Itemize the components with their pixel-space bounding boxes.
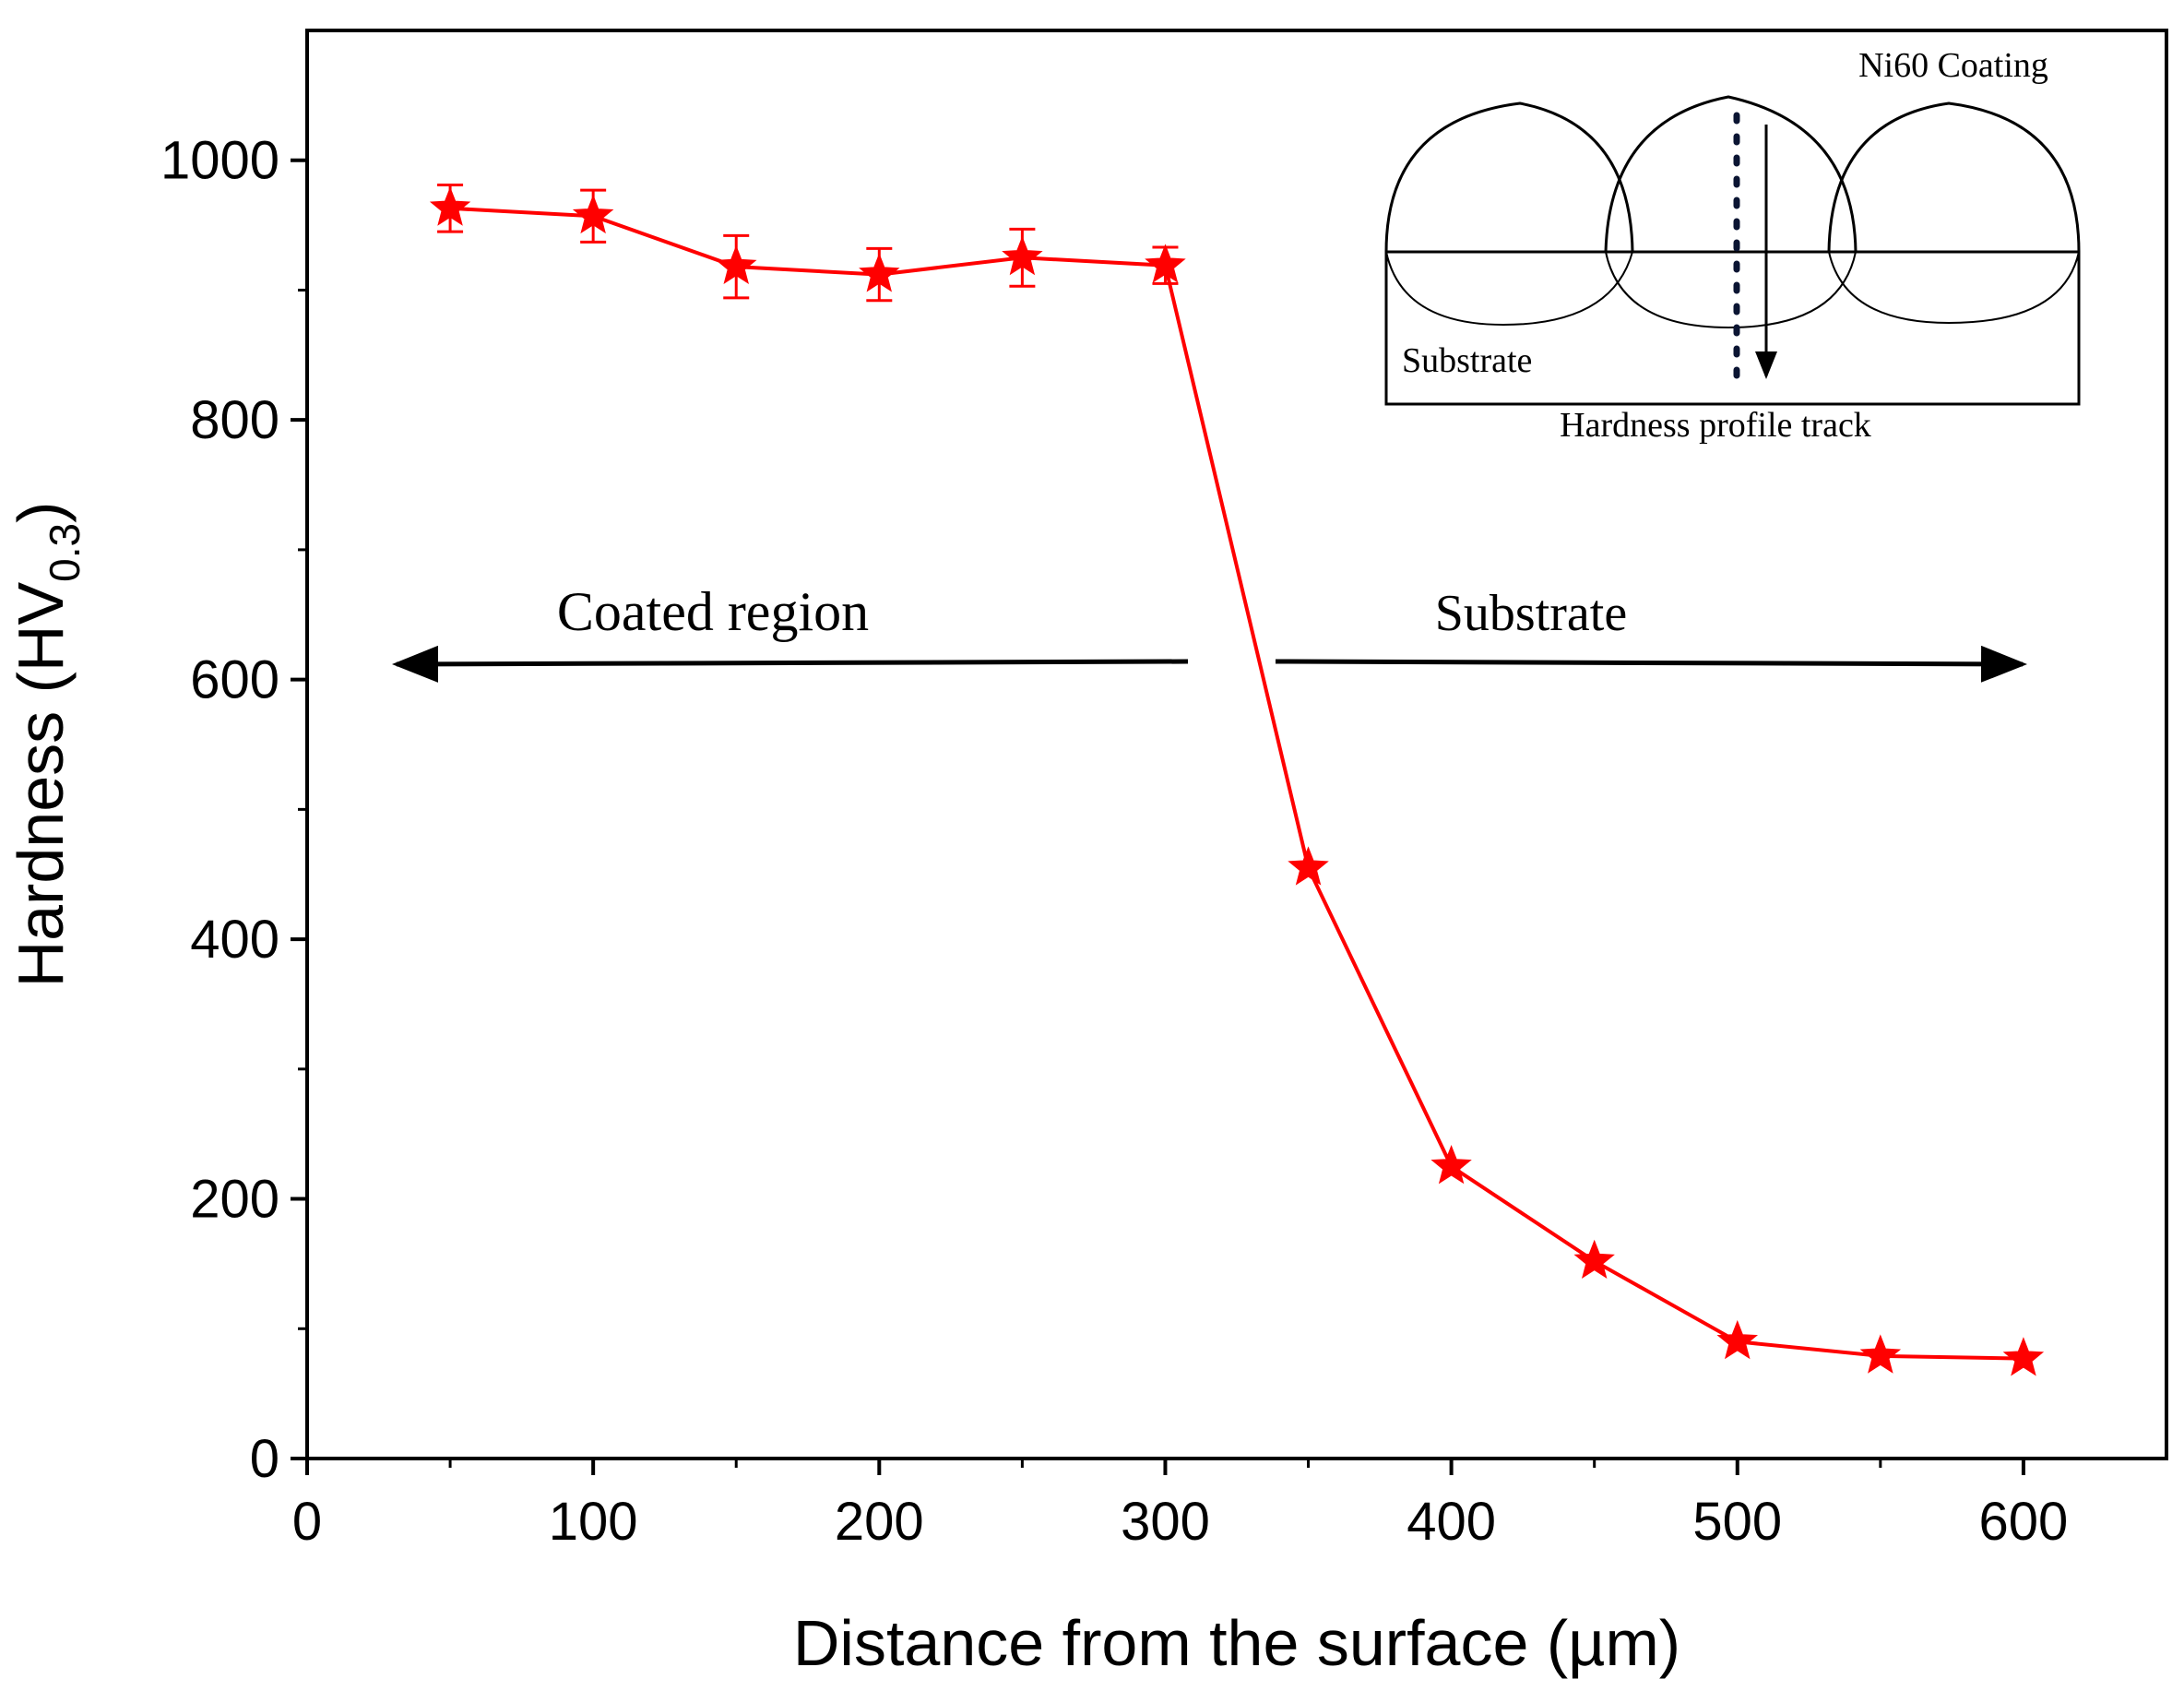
data-point-star xyxy=(1859,1334,1902,1374)
axes: 0 100 200 300 400 500 600 0 200 400 600 800 1000 xyxy=(160,131,2068,1552)
y-tick-label: 400 xyxy=(190,910,279,970)
inset-fusion-left xyxy=(1385,251,1633,327)
substrate-region-label: Substrate xyxy=(1435,585,1627,642)
data-point-star xyxy=(1002,235,1043,276)
data-point-star xyxy=(1430,1145,1472,1185)
inset-fusion-right xyxy=(1828,251,2080,325)
inset-substrate-box xyxy=(1384,250,2081,406)
data-series xyxy=(429,183,2045,1376)
data-point-star xyxy=(1288,846,1329,886)
inset-bead-center xyxy=(1604,95,1858,253)
inset-substrate-label: Substrate xyxy=(1402,341,1532,380)
inset-bead-right xyxy=(1827,101,2081,253)
x-tick-label: 600 xyxy=(1979,1492,2069,1552)
y-tick-label: 1000 xyxy=(160,131,279,191)
inset-bead-left xyxy=(1384,101,1634,253)
inset-schematic: Ni60 Coating Substrate Hardness profile … xyxy=(1384,46,2081,445)
y-axis-title-main: Hardness (HV xyxy=(5,582,77,988)
data-point-star xyxy=(572,194,614,234)
x-axis-title: Distance from the surface (µm) xyxy=(793,1607,1680,1679)
plot-frame xyxy=(305,29,2168,1460)
y-tick-label: 800 xyxy=(190,390,279,450)
data-point-star xyxy=(1573,1239,1615,1280)
data-point-star xyxy=(429,186,471,226)
coated-region-label: Coated region xyxy=(557,581,869,642)
data-point-star xyxy=(2002,1337,2045,1376)
y-tick-label: 200 xyxy=(190,1170,279,1230)
y-tick-label: 600 xyxy=(190,650,279,710)
y-axis-title-close: ) xyxy=(5,502,77,523)
substrate-region-arrow xyxy=(1275,645,2027,683)
y-tick-label: 0 xyxy=(250,1429,279,1489)
y-axis-title-sub: 0.3 xyxy=(41,523,89,582)
x-tick-label: 300 xyxy=(1121,1492,1210,1552)
data-point-star xyxy=(1716,1319,1759,1360)
y-axis-title: Hardness (HV0.3) xyxy=(5,502,89,988)
series-line xyxy=(449,206,2024,1361)
data-point-star xyxy=(715,244,757,285)
inset-track-label: Hardness profile track xyxy=(1560,406,1871,445)
coated-region-arrow xyxy=(392,645,1189,683)
x-tick-label: 100 xyxy=(549,1492,638,1552)
x-tick-label: 500 xyxy=(1692,1492,1782,1552)
minor-ticks xyxy=(298,288,1882,1468)
data-point-star xyxy=(1145,244,1186,283)
x-tick-label: 200 xyxy=(835,1492,924,1552)
data-point-star xyxy=(859,253,900,292)
x-tick-label: 0 xyxy=(292,1492,322,1552)
inset-coating-label: Ni60 Coating xyxy=(1858,46,2048,85)
inset-fusion-center xyxy=(1605,251,1857,329)
x-tick-label: 400 xyxy=(1407,1492,1496,1552)
